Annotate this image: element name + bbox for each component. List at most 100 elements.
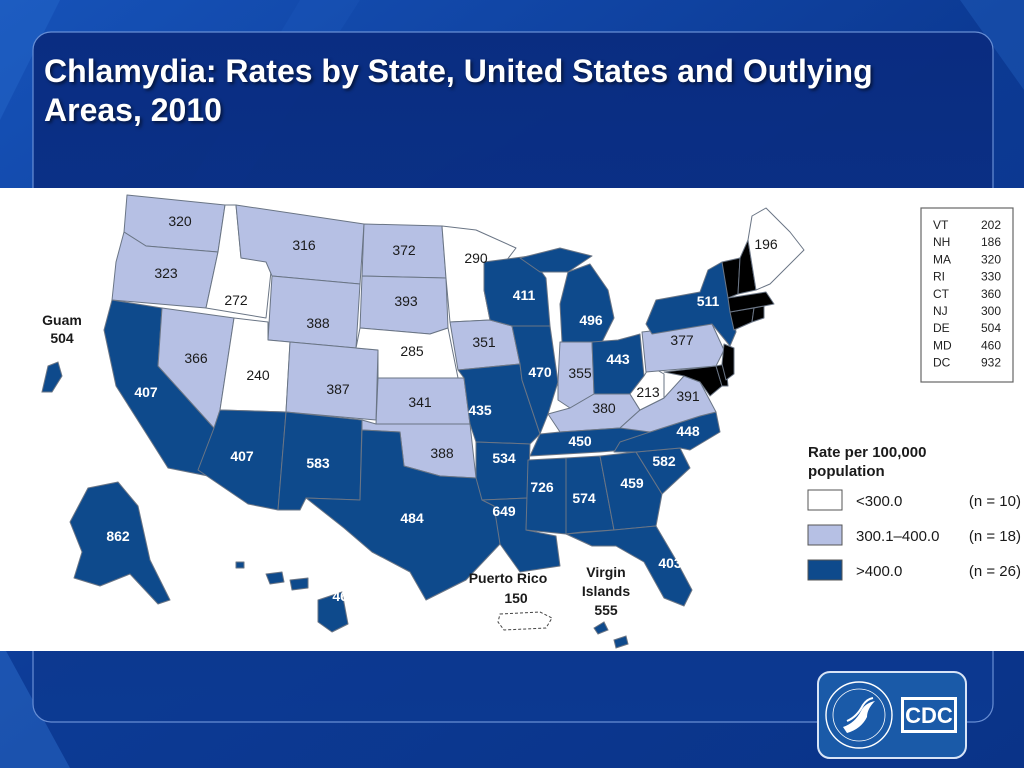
virgin-islands-shape-2 <box>613 635 629 649</box>
small-state-code: DC <box>933 356 951 370</box>
state-ri <box>751 305 765 323</box>
rate-label-ca: 407 <box>134 384 158 400</box>
legend-swatch-high <box>807 559 843 581</box>
rate-label-ny: 511 <box>697 293 720 309</box>
rate-label-nc: 448 <box>676 423 700 439</box>
rate-label-mt: 316 <box>292 237 316 253</box>
rate-label-ut: 240 <box>246 367 270 383</box>
state-fl <box>565 525 693 607</box>
legend-swatch-mid <box>807 524 843 546</box>
rate-label-nv: 366 <box>184 350 208 366</box>
state-nj <box>721 343 735 381</box>
rate-label-wy: 388 <box>306 315 330 331</box>
state-hi-island-2 <box>265 571 285 585</box>
small-state-code: NJ <box>933 304 948 318</box>
state-me <box>747 207 805 291</box>
rate-label-pa: 377 <box>670 332 694 348</box>
small-state-rate: 360 <box>981 287 1001 301</box>
puerto-rico-shape <box>497 611 553 631</box>
virgin-islands-name-line1: Virgin <box>586 564 625 580</box>
small-state-code: VT <box>933 218 949 232</box>
legend-label-high: >400.0 <box>856 563 902 580</box>
map-panel: 320 323 272 407 366 316 388 240 387 407 … <box>0 188 1024 651</box>
slide-title: Chlamydia: Rates by State, United States… <box>44 53 873 128</box>
rate-label-ms: 726 <box>530 479 554 495</box>
puerto-rico-rate: 150 <box>504 590 528 606</box>
hhs-eagle-icon <box>843 701 875 733</box>
legend-title-line2: population <box>808 463 885 480</box>
virgin-islands-rate: 555 <box>594 602 618 618</box>
small-state-code: DE <box>933 321 950 335</box>
state-ny <box>645 261 737 347</box>
small-state-code: NH <box>933 235 950 249</box>
rate-label-me: 196 <box>754 236 778 252</box>
rate-label-sc: 582 <box>652 453 676 469</box>
rate-label-co: 387 <box>326 381 350 397</box>
us-choropleth-map: 320 323 272 407 366 316 388 240 387 407 … <box>41 194 1021 649</box>
rate-label-ar: 534 <box>492 450 516 466</box>
small-state-rate: 320 <box>981 252 1001 266</box>
rate-label-hi: 464 <box>332 588 356 604</box>
rate-label-az: 407 <box>230 448 254 464</box>
rate-label-ak: 862 <box>106 528 130 544</box>
virgin-islands-name-line2: Islands <box>582 583 630 599</box>
state-ma <box>727 291 775 313</box>
state-ak <box>69 481 171 605</box>
small-state-rate: 932 <box>981 356 1001 370</box>
small-state-code: MA <box>933 252 951 266</box>
small-state-rate: 330 <box>981 270 1001 284</box>
state-wy <box>267 275 361 349</box>
legend-label-mid: 300.1–400.0 <box>856 528 939 545</box>
state-mi-up <box>519 247 593 273</box>
rate-label-sd: 393 <box>394 293 418 309</box>
rate-label-fl: 403 <box>658 555 682 571</box>
rate-label-la: 649 <box>492 503 516 519</box>
rate-label-or: 323 <box>154 265 178 281</box>
rate-label-nm: 583 <box>306 455 330 471</box>
state-hi <box>317 591 349 633</box>
state-tx <box>305 429 501 601</box>
small-state-code: MD <box>933 338 952 352</box>
small-state-rate: 460 <box>981 338 1001 352</box>
rate-label-al: 574 <box>572 490 596 506</box>
rate-label-va: 391 <box>676 388 700 404</box>
rate-label-in: 355 <box>568 365 592 381</box>
small-state-rate: 202 <box>981 218 1001 232</box>
state-hi-island-3 <box>289 577 309 591</box>
rate-label-tn: 450 <box>568 433 592 449</box>
rate-label-ks: 341 <box>408 394 432 410</box>
guam-shape <box>41 361 63 393</box>
state-hi-island-4 <box>235 561 245 569</box>
legend-count-high: (n = 26) <box>969 563 1021 580</box>
small-state-code: RI <box>933 270 945 284</box>
cdc-logo-text: CDC <box>905 703 953 728</box>
rate-label-mi: 496 <box>579 312 603 328</box>
rate-label-tx: 484 <box>400 510 424 526</box>
small-state-code: CT <box>933 287 950 301</box>
state-ms <box>525 457 567 535</box>
map-legend: Rate per 100,000 population <300.0 (n = 1… <box>807 444 1021 581</box>
rate-label-ga: 459 <box>620 475 644 491</box>
cdc-logo: CDC <box>817 671 967 759</box>
legend-swatch-low <box>807 489 843 511</box>
small-state-rate: 186 <box>981 235 1001 249</box>
rate-label-mo: 435 <box>468 402 492 418</box>
virgin-islands-shape-1 <box>593 621 609 635</box>
legend-title-line1: Rate per 100,000 <box>808 444 926 461</box>
puerto-rico-name: Puerto Rico <box>469 570 548 586</box>
guam-rate: 504 <box>50 330 74 346</box>
legend-count-mid: (n = 18) <box>969 528 1021 545</box>
rate-label-ne: 285 <box>400 343 424 359</box>
legend-label-low: <300.0 <box>856 493 902 510</box>
small-state-rate: 504 <box>981 321 1001 335</box>
guam-name: Guam <box>42 312 82 328</box>
rate-label-ky: 380 <box>592 400 616 416</box>
rate-label-wi: 411 <box>513 287 536 303</box>
small-state-rate: 300 <box>981 304 1001 318</box>
rate-label-nd: 372 <box>392 242 416 258</box>
small-states-table: VT 202 NH 186 MA 320 RI 330 CT 360 NJ 300 DE 504 MD 460… <box>920 207 1014 383</box>
rate-label-ia: 351 <box>472 334 496 350</box>
legend-count-low: (n = 10) <box>969 493 1021 510</box>
rate-label-ok: 388 <box>430 445 454 461</box>
state-il <box>511 325 559 435</box>
